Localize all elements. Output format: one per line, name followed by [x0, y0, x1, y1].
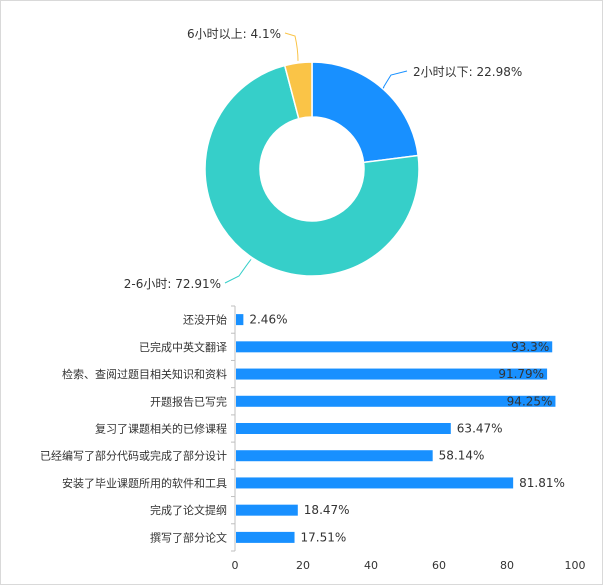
bar-value-label-9: 17.51%	[301, 530, 347, 544]
bar-value-label-3: 91.79%	[498, 367, 544, 381]
category-label-3: 检索、查阅过题目相关知识和资料	[62, 367, 227, 381]
x-tick-label-4: 60	[432, 559, 446, 572]
donut-leader-line-3	[284, 32, 299, 61]
bar-value-label-2: 93.3%	[511, 340, 549, 354]
x-tick-label-1: 0	[232, 559, 239, 572]
bar-1	[236, 314, 244, 326]
category-label-2: 已完成中英文翻译	[139, 340, 227, 354]
bar-3	[236, 368, 548, 380]
category-label-7: 安装了毕业课题所用的软件和工具	[62, 476, 227, 490]
bar-7	[236, 477, 514, 489]
bar-value-label-6: 58.14%	[439, 449, 485, 463]
bar-4	[236, 395, 556, 407]
bar-value-label-1: 2.46%	[249, 313, 287, 327]
bar-value-label-4: 94.25%	[507, 394, 553, 408]
bar-9	[236, 531, 295, 543]
bar-value-label-8: 18.47%	[304, 503, 350, 517]
x-tick-label-2: 20	[296, 559, 310, 572]
donut-leader-line-2	[224, 258, 252, 284]
donut-slice-1	[311, 61, 419, 164]
donut-leader-line-1	[382, 70, 408, 89]
x-tick-label-3: 40	[364, 559, 378, 572]
donut-slice-2	[204, 64, 420, 277]
bar-value-label-5: 63.47%	[457, 422, 503, 436]
bar-5	[236, 423, 451, 434]
donut-slice-3	[283, 61, 313, 120]
category-label-9: 撰写了部分论文	[150, 530, 227, 544]
category-label-5: 复习了课题相关的已修课程	[95, 422, 227, 436]
category-label-8: 完成了论文提纲	[150, 503, 227, 517]
donut-label-3: 6小时以上: 4.1%	[187, 27, 281, 41]
category-label-4: 开题报告已写完	[150, 394, 227, 408]
x-tick-label-6: 100	[565, 559, 586, 572]
bar-value-label-7: 81.81%	[519, 476, 565, 490]
donut-label-1: 2小时以下: 22.98%	[413, 65, 522, 79]
category-label-6: 已经编写了部分代码或完成了部分设计	[40, 449, 227, 463]
category-label-1: 还没开始	[183, 313, 227, 327]
bar-6	[236, 450, 433, 462]
donut-label-2: 2-6小时: 72.91%	[124, 277, 221, 291]
x-tick-label-5: 80	[500, 559, 514, 572]
bar-2	[236, 341, 553, 353]
bar-8	[236, 504, 298, 516]
donut-chart: 2小时以下: 22.98% 2-6小时: 72.91% 6小时以上: 4.1%	[124, 27, 522, 291]
bar-chart: 还没开始 2.46% 已完成中英文翻译 93.3% 检索、查阅过题目相关知识和资料 91.…	[40, 305, 586, 572]
